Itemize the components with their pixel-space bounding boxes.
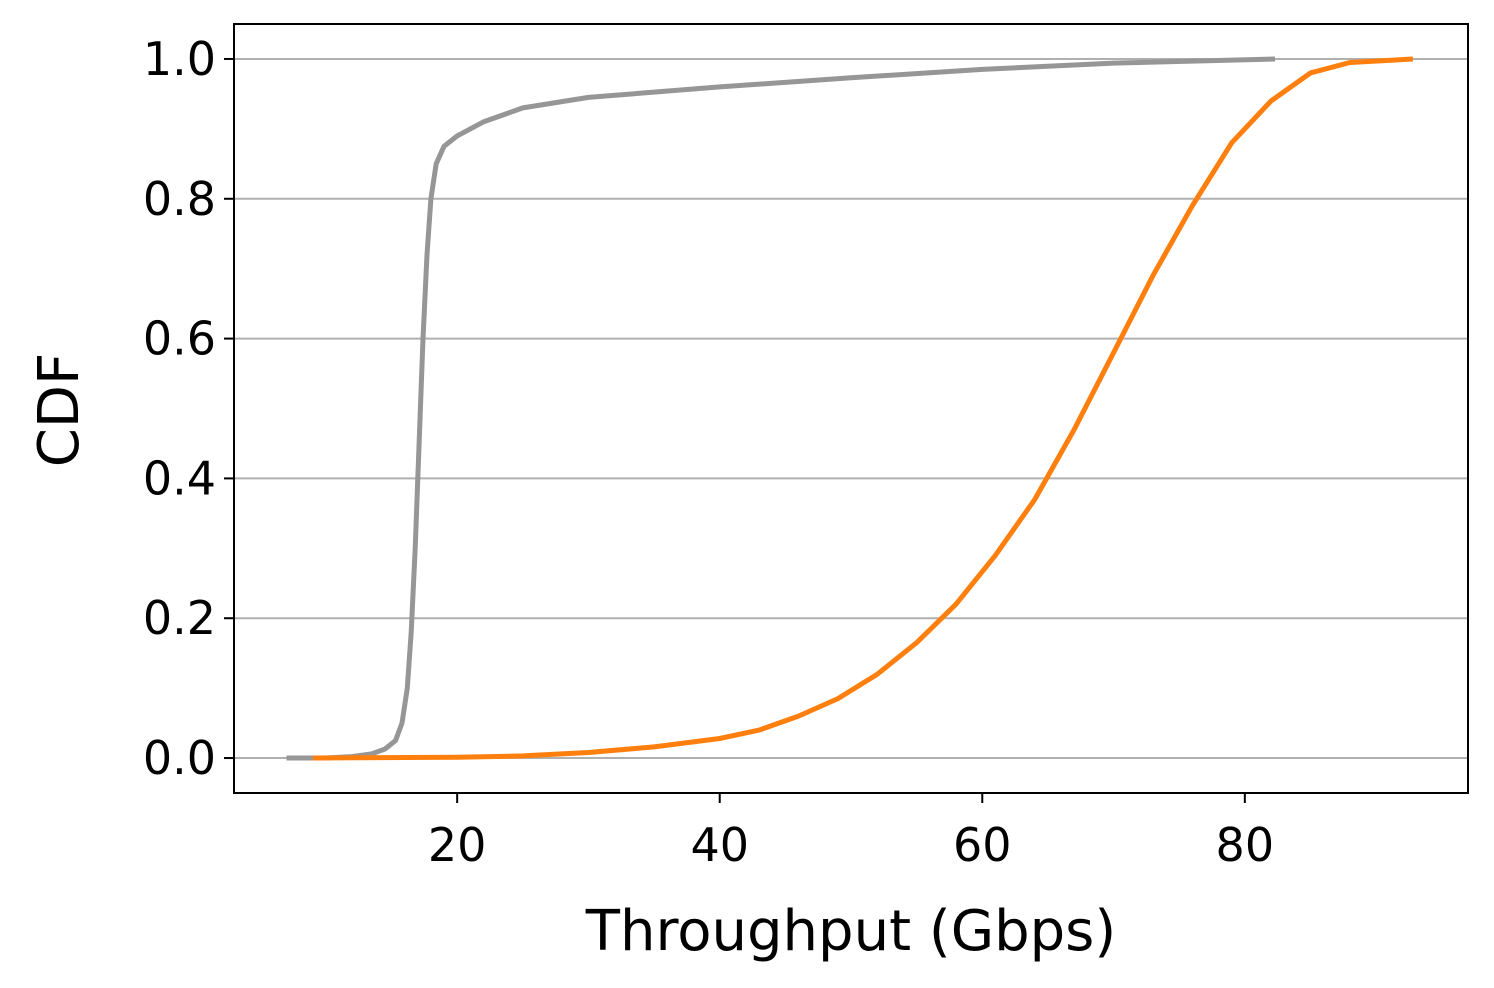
y-tick-label: 0.2 <box>143 591 216 645</box>
x-tick-label: 60 <box>953 818 1012 872</box>
series-line-1 <box>286 56 1276 761</box>
x-tick-label: 80 <box>1216 818 1275 872</box>
x-tick-label: 40 <box>690 818 749 872</box>
x-axis: 20 40 60 80 <box>428 793 1274 872</box>
series-lines <box>286 56 1414 761</box>
y-tick-label: 0.4 <box>143 451 216 505</box>
x-tick-label: 20 <box>428 818 487 872</box>
y-tick-label: 0.0 <box>143 731 216 785</box>
x-axis-label: Throughput (Gbps) <box>585 899 1116 964</box>
y-tick-label: 1.0 <box>143 32 216 86</box>
y-tick-label: 0.6 <box>143 312 216 366</box>
series-line-2 <box>312 56 1414 761</box>
plot-frame <box>233 23 1469 794</box>
y-tick-label: 0.8 <box>143 172 216 226</box>
y-axis: 0.0 0.2 0.4 0.6 0.8 1.0 <box>143 32 234 785</box>
y-axis-label: CDF <box>27 353 92 467</box>
